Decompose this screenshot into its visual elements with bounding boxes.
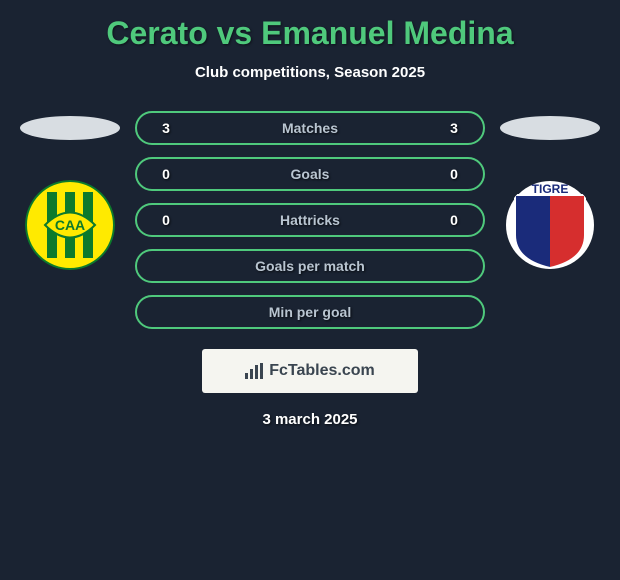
subtitle: Club competitions, Season 2025 <box>10 64 610 81</box>
stat-label: Goals <box>181 166 439 182</box>
stat-label: Goals per match <box>181 258 439 274</box>
page-title: Cerato vs Emanuel Medina <box>10 15 610 52</box>
aldosivi-badge-icon: CAA <box>25 180 115 270</box>
stat-row-goals-per-match: Goals per match <box>135 249 485 283</box>
svg-text:CAA: CAA <box>55 217 85 233</box>
left-player-column: CAA <box>15 111 125 270</box>
stat-left-value: 3 <box>151 120 181 136</box>
stat-row-min-per-goal: Min per goal <box>135 295 485 329</box>
stat-label: Min per goal <box>181 304 439 320</box>
right-player-placeholder <box>500 116 600 140</box>
right-player-column: TIGRE <box>495 111 605 270</box>
stat-right-value: 0 <box>439 212 469 228</box>
stat-right-value: 3 <box>439 120 469 136</box>
stat-row-matches: 3 Matches 3 <box>135 111 485 145</box>
tigre-badge-icon: TIGRE <box>505 180 595 270</box>
comparison-area: CAA 3 Matches 3 0 Goals 0 0 Hattricks 0 <box>10 111 610 329</box>
footer-date: 3 march 2025 <box>10 411 610 428</box>
stat-label: Matches <box>181 120 439 136</box>
stat-right-value: 0 <box>439 166 469 182</box>
left-club-badge: CAA <box>25 180 115 270</box>
stat-row-goals: 0 Goals 0 <box>135 157 485 191</box>
brand-text: FcTables.com <box>269 362 375 380</box>
stat-left-value: 0 <box>151 166 181 182</box>
left-player-placeholder <box>20 116 120 140</box>
stats-column: 3 Matches 3 0 Goals 0 0 Hattricks 0 Goal… <box>135 111 485 329</box>
svg-text:TIGRE: TIGRE <box>532 182 569 196</box>
stat-label: Hattricks <box>181 212 439 228</box>
right-club-badge: TIGRE <box>505 180 595 270</box>
stat-left-value: 0 <box>151 212 181 228</box>
brand-link[interactable]: FcTables.com <box>202 349 418 393</box>
bar-chart-icon <box>245 363 263 379</box>
brand-footer: FcTables.com <box>10 349 610 393</box>
stat-row-hattricks: 0 Hattricks 0 <box>135 203 485 237</box>
